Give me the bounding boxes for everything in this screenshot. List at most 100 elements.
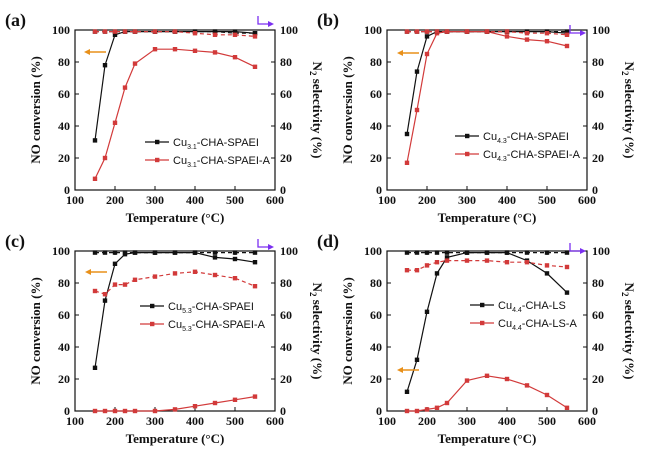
y2-axis-label: N2 selectivity (%) (308, 283, 325, 380)
legend-label: Cu4.3-CHA-SPAEI-A (483, 149, 581, 163)
legend-marker (480, 320, 485, 326)
data-point (252, 284, 258, 289)
data-point (112, 261, 118, 266)
legend-marker (465, 151, 470, 157)
data-point (504, 34, 510, 39)
series-selectivity-3 (404, 29, 570, 37)
y-tick-label: 100 (52, 244, 70, 258)
legend-entry: Cu5.3-CHA-SPAEI (140, 301, 254, 315)
data-point (564, 290, 570, 295)
y2-tick-label: 100 (592, 23, 610, 37)
x-tick-label: 400 (498, 414, 516, 428)
data-point (424, 29, 430, 34)
data-point (464, 258, 470, 263)
data-point (102, 29, 108, 34)
data-point (212, 272, 218, 278)
data-point (102, 63, 108, 68)
legend-marker (150, 321, 155, 327)
data-point (232, 32, 238, 37)
series-Cu5.3-CHA-SPAEI-A (92, 394, 258, 414)
data-point (544, 271, 550, 276)
data-point (444, 258, 450, 263)
data-point (112, 29, 118, 34)
y-tick-label: 100 (364, 23, 382, 37)
y-tick-label: 0 (64, 404, 70, 418)
x-tick-label: 500 (538, 414, 556, 428)
x-axis-label: Temperature (°C) (126, 210, 225, 225)
y-tick-label: 60 (58, 87, 70, 101)
data-point (564, 405, 570, 410)
data-point (434, 271, 440, 276)
data-point (212, 32, 218, 37)
data-point (434, 405, 440, 410)
data-point (564, 264, 570, 270)
data-point (102, 250, 108, 255)
data-point (132, 29, 138, 34)
data-point (212, 29, 218, 34)
panel-label: (a) (5, 10, 26, 31)
x-tick-label: 400 (498, 193, 516, 207)
data-point (464, 378, 470, 383)
y2-tick-label: 40 (592, 340, 604, 354)
data-point (434, 260, 440, 265)
x-tick-label: 600 (266, 193, 284, 207)
x-axis-label: Temperature (°C) (438, 210, 537, 225)
series-line (407, 260, 568, 271)
data-point (212, 250, 218, 255)
y-axis-label: NO conversion (%) (340, 277, 355, 385)
data-point (192, 269, 198, 274)
data-point (504, 376, 510, 382)
data-point (92, 408, 98, 414)
data-point (212, 255, 218, 260)
y2-tick-label: 80 (592, 55, 604, 69)
right-axis-arrow-icon (569, 243, 586, 254)
data-point (424, 263, 430, 268)
legend-label: Cu5.3-CHA-SPAEI (168, 301, 254, 315)
y-tick-label: 60 (370, 308, 382, 322)
data-point (404, 389, 410, 394)
data-point (424, 407, 430, 412)
panel-label: (d) (317, 231, 339, 252)
y2-tick-label: 100 (280, 244, 298, 258)
x-tick-label: 400 (186, 193, 204, 207)
legend-entry: Cu4.3-CHA-SPAEI-A (455, 149, 581, 163)
data-point (92, 288, 98, 294)
legend-entry: Cu4.3-CHA-SPAEI (455, 131, 569, 145)
data-point (152, 408, 158, 414)
x-tick-label: 100 (66, 414, 84, 428)
y2-tick-label: 0 (280, 183, 286, 197)
data-point (112, 120, 118, 125)
legend-label: Cu3.1-CHA-SPAEI-A (173, 155, 271, 169)
y-tick-label: 20 (58, 372, 70, 386)
y2-tick-label: 0 (592, 404, 598, 418)
series-Cu3.1-CHA-SPAEI (92, 29, 258, 143)
data-point (232, 397, 238, 402)
data-point (444, 400, 450, 406)
data-point (484, 29, 490, 34)
y2-tick-label: 60 (592, 87, 604, 101)
x-tick-label: 200 (418, 193, 436, 207)
legend-entry: Cu3.1-CHA-SPAEI-A (145, 155, 271, 169)
series-line (407, 375, 568, 412)
data-point (102, 298, 108, 303)
legend-marker (465, 133, 470, 139)
y2-tick-label: 20 (280, 372, 292, 386)
y-tick-label: 40 (58, 119, 70, 133)
y-tick-label: 0 (376, 404, 382, 418)
y-tick-label: 0 (376, 183, 382, 197)
data-point (504, 29, 510, 34)
y2-tick-label: 80 (280, 276, 292, 290)
data-point (152, 250, 158, 255)
data-point (172, 47, 178, 52)
data-point (484, 250, 490, 255)
series-line (406, 31, 568, 163)
y-tick-label: 80 (58, 276, 70, 290)
data-point (414, 29, 420, 34)
series-selectivity-3 (92, 29, 258, 39)
right-axis-arrow-icon (569, 25, 586, 36)
y2-tick-label: 40 (280, 119, 292, 133)
right-axis-arrow-icon (257, 16, 274, 27)
series-selectivity-2 (404, 250, 570, 255)
data-point (464, 29, 470, 34)
x-tick-label: 500 (226, 193, 244, 207)
